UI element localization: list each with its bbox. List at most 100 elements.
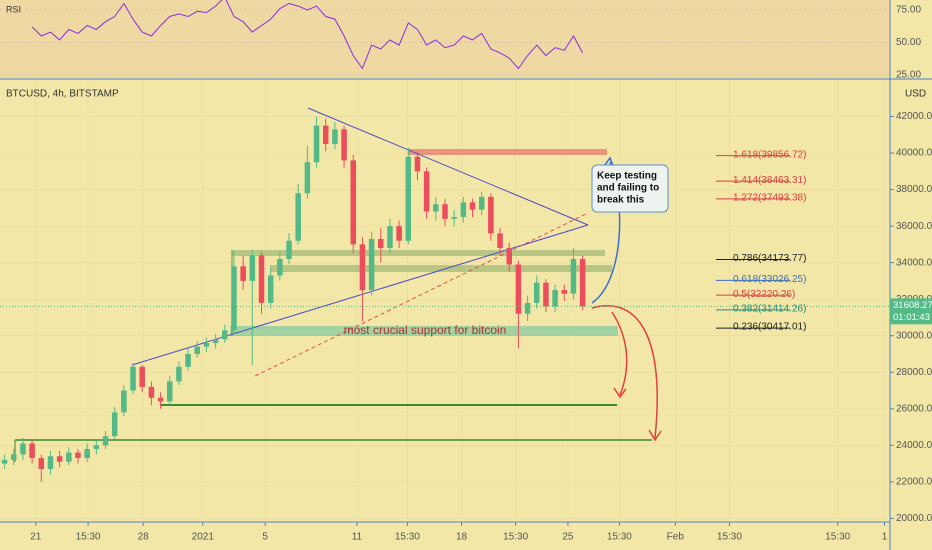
candle-body	[543, 282, 549, 307]
candle-body	[47, 456, 54, 470]
callout-text: and failing to	[597, 183, 659, 194]
fib-label: 1.414(38463.31)	[733, 175, 806, 186]
candle-body	[176, 366, 182, 382]
x-tick-label: 15:30	[607, 532, 632, 543]
candle-body	[350, 160, 356, 245]
x-tick-label: 15:30	[825, 532, 850, 543]
arrow-head	[613, 387, 627, 399]
candle-body	[478, 196, 485, 210]
candle-body	[222, 330, 228, 340]
candle-body	[56, 456, 63, 462]
fib-label: 0.382(31414.26)	[733, 304, 806, 315]
rsi-line	[31, 0, 584, 70]
candle-body	[258, 255, 265, 303]
resistance-zone	[408, 149, 607, 155]
y-tick-label: 34000.00	[896, 257, 932, 268]
candle-body	[378, 238, 384, 249]
drawings	[14, 107, 669, 462]
candle-body	[515, 264, 522, 314]
candle-body	[469, 202, 476, 210]
arrow-down	[591, 305, 658, 439]
candle-body	[93, 445, 100, 449]
candle-body	[295, 193, 301, 241]
y-tick-label: 28000.00	[896, 367, 932, 378]
rsi-label: RSI	[6, 4, 21, 14]
x-tick-label: Feb	[667, 532, 685, 543]
candle-body	[414, 156, 421, 172]
candle-body	[497, 233, 503, 249]
rsi-pane	[0, 0, 890, 78]
rsi-tick-label: 50.00	[896, 37, 921, 48]
candle-body	[579, 258, 586, 307]
candle-body	[111, 412, 118, 437]
y-tick-label: 30000.00	[896, 330, 932, 341]
x-tick-label: 28	[138, 532, 150, 543]
x-tick-label: 15:30	[76, 532, 101, 543]
candle-body	[166, 381, 173, 402]
candle-body	[267, 275, 274, 303]
callout-box	[591, 164, 669, 213]
fib-label: 0.786(34173.77)	[733, 253, 806, 264]
fib-label: 1.618(39856.72)	[733, 149, 806, 160]
candle-body	[75, 452, 81, 459]
trendline	[131, 224, 589, 366]
candle-body	[423, 171, 430, 212]
fib-label: 0.5(32220.26)	[733, 289, 795, 300]
last-price-label: 31608.27	[893, 300, 932, 311]
candle-body	[84, 448, 90, 459]
candle-body	[1, 459, 8, 464]
x-tick-label: 15:30	[395, 532, 420, 543]
x-tick-label: 11	[352, 532, 363, 543]
candle-body	[148, 386, 155, 398]
chart-title: BTCUSD, 4h, BITSTAMP	[6, 89, 119, 100]
candle-body	[11, 454, 17, 460]
y-tick-label: 36000.00	[896, 221, 932, 232]
zone	[270, 265, 612, 272]
y-axis-label: USD	[905, 89, 926, 100]
trendline	[307, 107, 589, 226]
fib-label: 0.618(33026.25)	[733, 274, 806, 285]
candle-body	[506, 248, 512, 265]
candle-body	[359, 244, 366, 291]
candle-body	[240, 266, 246, 281]
candle-body	[304, 162, 311, 194]
candle-body	[570, 258, 577, 294]
x-tick-label: 15:30	[503, 532, 528, 543]
candle-body	[405, 156, 412, 241]
last-price-box	[890, 298, 932, 325]
x-tick-label: 18	[456, 532, 468, 543]
candle-body	[203, 343, 210, 347]
candle-body	[20, 443, 26, 455]
candle-body	[313, 125, 320, 163]
candle-body	[249, 255, 256, 281]
candle-body	[38, 458, 45, 470]
candle-body	[102, 436, 109, 446]
countdown: 01:01:43	[893, 312, 930, 323]
candle-body	[29, 443, 35, 459]
arrow-down	[611, 311, 628, 396]
fib-label: 0.236(30417.01)	[733, 322, 806, 333]
candle-body	[433, 204, 439, 212]
x-tick-label: 5	[262, 532, 268, 543]
candle-body	[231, 266, 237, 331]
candle-body	[185, 353, 191, 367]
candle-body	[66, 452, 72, 462]
candle-body	[121, 390, 127, 413]
y-tick-label: 42000.00	[896, 111, 932, 122]
candle-body	[442, 204, 448, 219]
candle-body	[368, 238, 375, 291]
candle-body	[332, 129, 338, 144]
x-tick-label: 25	[562, 532, 574, 543]
candle-body	[130, 366, 136, 391]
x-tick-label: 2021	[192, 532, 215, 543]
y-tick-label: 22000.00	[896, 476, 932, 487]
candle-body	[322, 125, 329, 144]
candle-body	[157, 397, 164, 402]
rsi-tick-label: 25.00	[896, 70, 921, 81]
candle-body	[561, 290, 568, 294]
y-tick-label: 26000.00	[896, 403, 932, 414]
candle-body	[451, 216, 457, 219]
rsi-tick-label: 75.00	[896, 5, 921, 16]
